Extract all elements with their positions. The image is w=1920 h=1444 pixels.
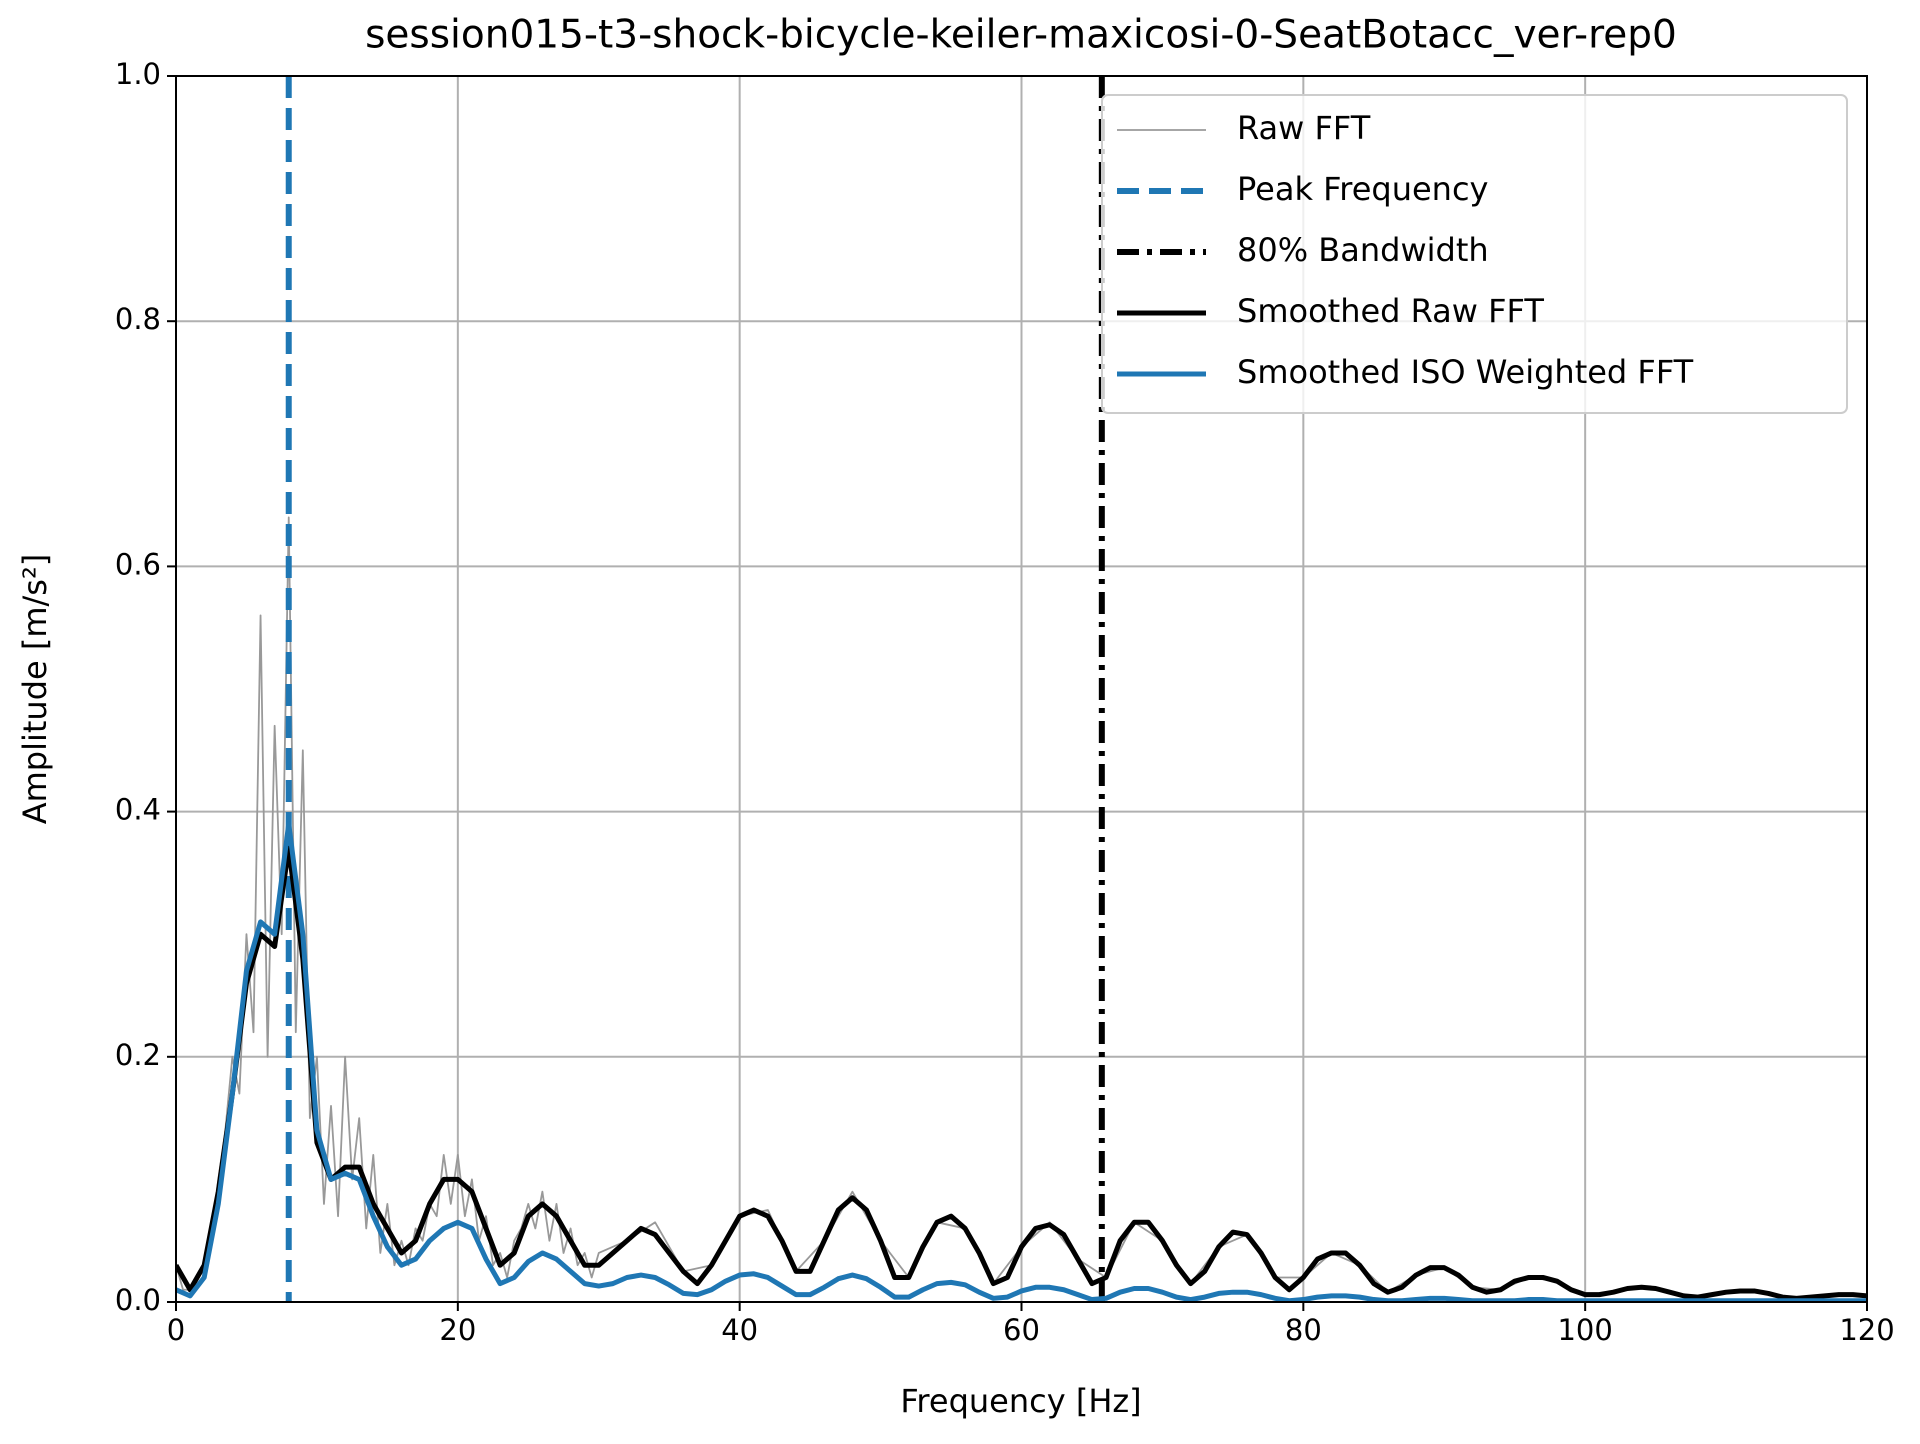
legend-box <box>1101 94 1848 414</box>
x-tick-label: 120 <box>1839 1313 1894 1347</box>
legend-label: Smoothed ISO Weighted FFT <box>1237 353 1694 391</box>
legend-label: Raw FFT <box>1237 109 1371 147</box>
legend-label: 80% Bandwidth <box>1237 231 1489 269</box>
y-tick-label: 0.8 <box>115 302 161 336</box>
legend: Raw FFT Peak Frequency 80% Bandwidth Smooth… <box>1101 94 1848 414</box>
y-tick-label: 0.0 <box>115 1283 161 1317</box>
series-line <box>176 845 1867 1301</box>
x-tick-label: 0 <box>167 1313 185 1347</box>
y-axis-label: Amplitude [m/s²] <box>16 554 54 825</box>
y-tick-label: 0.4 <box>115 793 161 827</box>
x-axis-label: Frequency [Hz] <box>900 1382 1141 1420</box>
plot-area <box>176 76 1867 1302</box>
legend-label: Smoothed Raw FFT <box>1237 292 1544 330</box>
ticks: 0 20 40 60 80 100 120 0.0 0.2 0.4 0.6 0.8 1.0 <box>115 57 1895 1347</box>
x-tick-label: 100 <box>1557 1313 1612 1347</box>
chart-title: session015-t3-shock-bicycle-keiler-maxic… <box>365 13 1677 58</box>
legend-label: Peak Frequency <box>1237 170 1488 208</box>
y-tick-label: 0.2 <box>115 1038 161 1072</box>
x-tick-label: 20 <box>439 1313 476 1347</box>
x-tick-label: 60 <box>1003 1313 1040 1347</box>
y-tick-label: 1.0 <box>115 57 161 91</box>
x-tick-label: 40 <box>721 1313 758 1347</box>
x-tick-label: 80 <box>1285 1313 1322 1347</box>
y-tick-label: 0.6 <box>115 547 161 581</box>
series-line <box>176 821 1867 1302</box>
